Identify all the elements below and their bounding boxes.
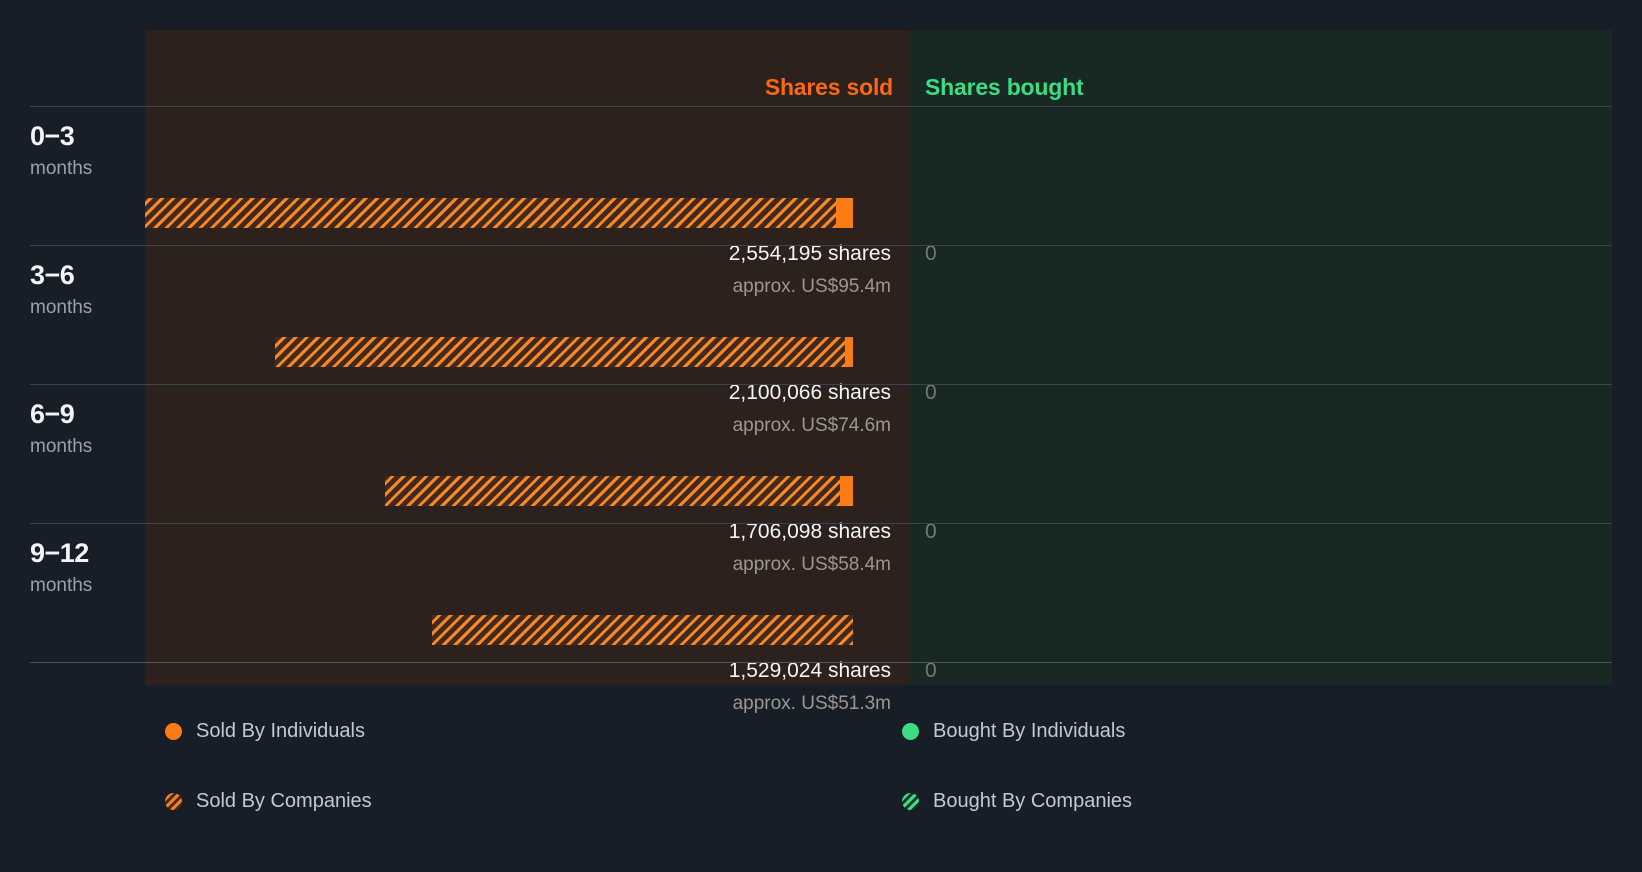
row-period-unit: months [30,436,93,457]
legend-label: Bought By Individuals [933,720,1126,742]
legend-label: Sold By Companies [196,790,372,812]
row-period-range: 0−3 [30,121,75,151]
legend-item-bought-by-individuals[interactable]: Bought By Individuals [902,720,1125,743]
row-period-range: 6−9 [30,399,75,429]
sold-bar[interactable] [275,337,853,367]
sold-bar[interactable] [145,198,853,228]
chart-row[interactable]: 3−6 months 2,100,066 shares approx. US$74.6… [0,245,1642,436]
sold-bar[interactable] [385,476,853,506]
bought-shares-value: 0 [925,242,937,265]
chart-row[interactable]: 6−9 months 1,706,098 shares approx. US$58.4… [0,384,1642,575]
gridline [30,523,1612,524]
row-period-range: 3−6 [30,260,75,290]
row-period-label: 9−12 months [30,537,140,599]
column-header-shares-bought: Shares bought [925,74,1084,100]
sold-shares-value: 1,706,098 shares [728,520,891,543]
row-period-unit: months [30,158,93,179]
row-period-label: 3−6 months [30,259,140,321]
bar-track [145,615,909,645]
row-period-unit: months [30,575,93,596]
legend-item-sold-by-companies[interactable]: Sold By Companies [165,790,372,813]
sold-by-individuals-segment[interactable] [840,476,853,506]
gridline [30,384,1612,385]
sold-approx-value: approx. US$58.4m [732,554,891,575]
sold-by-individuals-segment[interactable] [836,198,853,228]
gridline [30,245,1612,246]
bought-by-companies-swatch-icon [902,793,919,810]
chart-header: Shares sold Shares bought [0,30,1642,106]
legend-item-bought-by-companies[interactable]: Bought By Companies [902,790,1132,813]
sold-shares-value: 2,100,066 shares [728,381,891,404]
sold-value-block: 1,706,098 shares approx. US$58.4m [145,518,909,578]
bought-shares-value: 0 [925,659,937,682]
legend-label: Bought By Companies [933,790,1133,812]
sold-approx-value: approx. US$95.4m [732,276,891,297]
sold-by-companies-segment[interactable] [275,337,845,367]
sold-shares-value: 1,529,024 shares [728,659,891,682]
sold-by-individuals-segment[interactable] [845,337,853,367]
sold-value-block: 2,554,195 shares approx. US$95.4m [145,240,909,300]
bought-shares-value: 0 [925,520,937,543]
sold-approx-value: approx. US$74.6m [732,415,891,436]
row-period-unit: months [30,297,93,318]
chart-row[interactable]: 0−3 months 2,554,195 shares approx. US$95.4… [0,106,1642,297]
gridline [30,106,1612,107]
column-header-shares-sold: Shares sold [764,74,893,100]
sold-by-companies-segment[interactable] [145,198,836,228]
bar-track [145,337,909,367]
bar-track [145,476,909,506]
sold-shares-value: 2,554,195 shares [728,242,891,265]
sold-approx-value: approx. US$51.3m [732,693,891,714]
legend-item-sold-by-individuals[interactable]: Sold By Individuals [165,720,365,743]
sold-value-block: 2,100,066 shares approx. US$74.6m [145,379,909,439]
sold-by-companies-segment[interactable] [385,476,840,506]
sold-bar[interactable] [432,615,853,645]
chart-row[interactable]: 9−12 months 1,529,024 shares approx. US$51.… [0,523,1642,714]
gridline [30,662,1612,663]
row-period-label: 0−3 months [30,120,140,182]
sold-by-individuals-swatch-icon [165,723,182,740]
sold-by-companies-segment[interactable] [432,615,853,645]
bought-shares-value: 0 [925,381,937,404]
sold-value-block: 1,529,024 shares approx. US$51.3m [145,657,909,717]
row-period-range: 9−12 [30,538,89,568]
row-period-label: 6−9 months [30,398,140,460]
sold-by-companies-swatch-icon [165,793,182,810]
shares-bought-panel [909,30,1612,685]
bar-track [145,198,909,228]
bought-by-individuals-swatch-icon [902,723,919,740]
chart-legend: Sold By Individuals Sold By Companies Bo… [0,700,1642,860]
legend-label: Sold By Individuals [196,720,365,742]
